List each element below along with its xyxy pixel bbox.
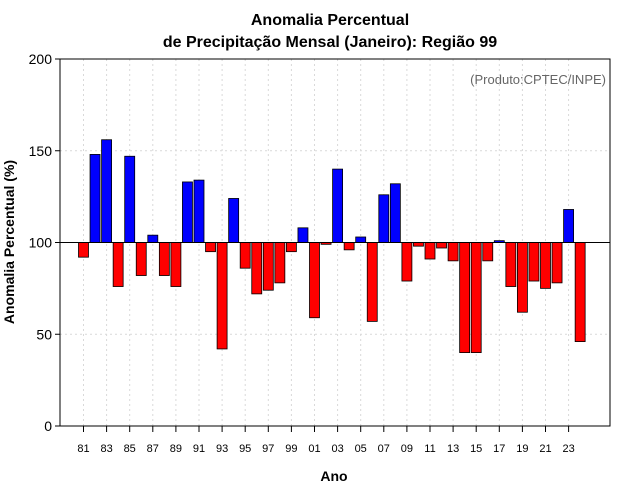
x-tick-label: 23 xyxy=(562,443,574,455)
x-tick-label: 01 xyxy=(308,443,320,455)
bar-10 xyxy=(413,242,424,247)
bar-04 xyxy=(343,242,355,251)
bar-12 xyxy=(436,242,447,249)
x-tick-label: 83 xyxy=(100,443,112,455)
x-tick-label: 81 xyxy=(77,443,89,455)
x-tick-label: 95 xyxy=(239,443,251,455)
grid-lines xyxy=(60,59,610,426)
bar-00 xyxy=(297,227,309,243)
x-tick-label: 05 xyxy=(355,443,367,455)
x-tick-label: 93 xyxy=(216,443,228,455)
x-tick-label: 91 xyxy=(193,443,205,455)
bar-23 xyxy=(563,209,574,243)
bar-18 xyxy=(505,242,517,287)
y-tick-label: 50 xyxy=(36,326,52,342)
y-axis: 0 50 100 150 200 xyxy=(29,51,60,434)
x-tick-label: 03 xyxy=(331,443,343,455)
bar-06 xyxy=(366,242,378,322)
x-tick-label: 09 xyxy=(401,443,413,455)
bar-95 xyxy=(239,242,251,269)
bar-16 xyxy=(482,242,494,262)
x-tick-label: 17 xyxy=(493,443,505,455)
bar-89 xyxy=(170,242,182,287)
bar-99 xyxy=(285,242,297,253)
bar-87 xyxy=(147,234,159,243)
bar-07 xyxy=(378,194,390,243)
chart-title-line1: Anomalia Percentual xyxy=(251,12,409,29)
x-tick-label: 99 xyxy=(285,443,297,455)
bar-19 xyxy=(517,242,528,313)
bar-15 xyxy=(470,242,482,353)
bar-11 xyxy=(424,242,436,260)
bar-93 xyxy=(216,242,228,350)
y-tick-label: 0 xyxy=(44,418,52,434)
bar-03 xyxy=(332,168,344,243)
bar-24 xyxy=(574,242,586,342)
bar-92 xyxy=(205,242,216,253)
x-tick-label: 97 xyxy=(262,443,274,455)
x-tick-label: 21 xyxy=(539,443,551,455)
bar-84 xyxy=(112,242,124,287)
x-tick-label: 85 xyxy=(124,443,136,455)
x-tick-label: 15 xyxy=(470,443,482,455)
x-tick-label: 87 xyxy=(147,443,159,455)
bar-22 xyxy=(551,242,563,284)
bar-13 xyxy=(447,242,459,262)
bar-88 xyxy=(158,242,170,276)
bar-91 xyxy=(193,179,205,243)
y-tick-label: 150 xyxy=(29,143,53,159)
x-tick-label: 07 xyxy=(378,443,390,455)
x-tick-label: 13 xyxy=(447,443,459,455)
bar-82 xyxy=(89,154,101,243)
x-tick-label: 19 xyxy=(516,443,528,455)
x-axis: 81 83 85 87 89 91 93 95 97 99 01 03 05 07 09 11 13 15 17 19… xyxy=(77,426,575,455)
bars-group xyxy=(78,139,586,353)
bar-86 xyxy=(135,242,147,276)
bar-08 xyxy=(389,183,401,243)
credit-label: (Produto:CPTEC/INPE) xyxy=(470,72,606,87)
chart-title-line2: de Precipitação Mensal (Janeiro): Região… xyxy=(163,34,497,51)
bar-94 xyxy=(228,198,240,243)
x-tick-label: 89 xyxy=(170,443,182,455)
bar-98 xyxy=(274,242,286,284)
bar-14 xyxy=(459,242,471,353)
bar-09 xyxy=(401,242,413,282)
y-tick-label: 200 xyxy=(29,51,53,67)
bar-05 xyxy=(355,236,367,243)
bar-85 xyxy=(124,155,136,243)
bar-81 xyxy=(78,242,89,258)
bar-83 xyxy=(101,139,112,243)
x-axis-title: Ano xyxy=(320,468,347,484)
bar-96 xyxy=(251,242,263,295)
bar-21 xyxy=(540,242,551,289)
bar-20 xyxy=(528,242,540,282)
bar-01 xyxy=(309,242,320,319)
bar-90 xyxy=(182,181,193,243)
y-axis-title: Anomalia Percentual (%) xyxy=(1,160,17,324)
x-tick-label: 11 xyxy=(424,443,435,455)
y-tick-label: 100 xyxy=(29,235,53,251)
bar-97 xyxy=(262,242,274,291)
